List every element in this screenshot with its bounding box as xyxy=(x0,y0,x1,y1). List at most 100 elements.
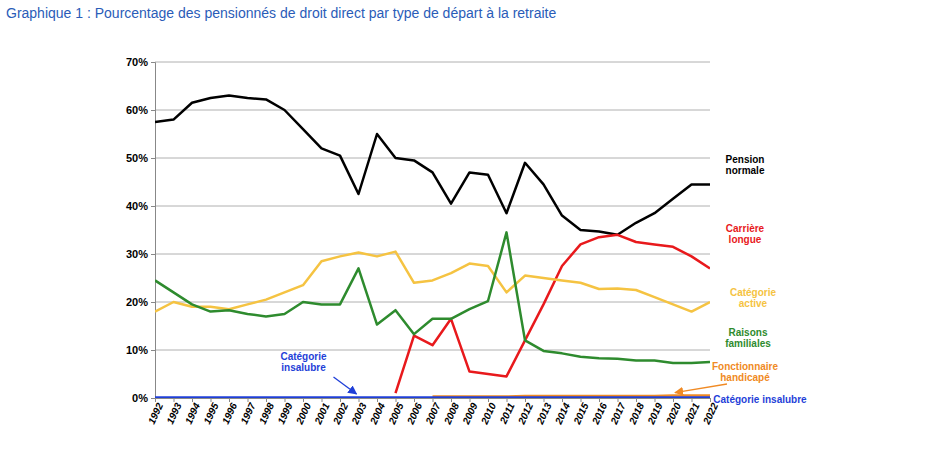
x-tick: 1999 xyxy=(275,398,295,426)
x-tick: 2010 xyxy=(478,398,498,427)
x-tick-label: 2007 xyxy=(423,401,443,427)
x-tick-label: 1995 xyxy=(201,401,221,426)
series-label: Fonctionnairehandicapé xyxy=(712,361,779,383)
y-tick-mark xyxy=(151,206,155,207)
x-tick-label: 2008 xyxy=(441,401,461,427)
series-line xyxy=(396,235,711,393)
y-tick-mark xyxy=(151,302,155,303)
series-line xyxy=(155,96,710,235)
x-tick-label: 1996 xyxy=(220,401,240,426)
x-tick-label: 2006 xyxy=(404,401,424,427)
x-tick: 2006 xyxy=(404,398,424,427)
y-tick-label: 20% xyxy=(126,296,148,308)
y-tick-label: 0% xyxy=(132,392,148,404)
series-label-line: Catégorie insalubre xyxy=(713,394,807,405)
x-tick-label: 2015 xyxy=(571,401,591,427)
y-axis-line xyxy=(151,63,156,399)
x-tick-label: 2003 xyxy=(349,401,369,427)
y-tick: 20% xyxy=(126,296,155,308)
x-tick: 1997 xyxy=(238,398,258,426)
grid-line xyxy=(155,110,710,111)
grid-line xyxy=(155,62,710,63)
x-tick-label: 1993 xyxy=(164,401,184,426)
x-tick: 2015 xyxy=(571,398,591,427)
grid-line xyxy=(155,302,710,303)
x-tick-label: 1997 xyxy=(238,401,258,426)
series-label-line: Pension xyxy=(726,154,765,165)
y-tick-mark xyxy=(151,350,155,351)
y-tick-label: 50% xyxy=(126,152,148,164)
annotations: Catégorieinsalubre xyxy=(280,351,356,394)
x-tick-label: 1992 xyxy=(146,401,166,426)
grid-line xyxy=(155,254,710,255)
x-tick: 2005 xyxy=(386,398,406,427)
x-tick-label: 2010 xyxy=(478,401,498,427)
y-tick: 0% xyxy=(132,392,155,404)
y-tick-mark xyxy=(151,254,155,255)
grid xyxy=(155,62,710,398)
x-tick: 2001 xyxy=(312,398,332,427)
x-tick: 2009 xyxy=(460,398,480,427)
x-tick: 1993 xyxy=(164,398,184,426)
y-tick-label: 40% xyxy=(126,200,148,212)
y-tick-label: 70% xyxy=(126,56,148,68)
series-label: Carrièrelongue xyxy=(726,223,765,245)
x-tick: 2004 xyxy=(367,398,387,427)
y-tick: 40% xyxy=(126,200,155,212)
series-label: Catégorie insalubre xyxy=(713,394,807,405)
series-label-line: Carrière xyxy=(726,223,765,234)
y-tick-mark xyxy=(151,398,155,399)
x-tick-label: 2020 xyxy=(663,401,683,427)
x-tick: 2007 xyxy=(423,398,443,427)
x-tick-label: 2000 xyxy=(293,401,313,427)
x-tick: 2020 xyxy=(663,398,683,427)
x-tick: 2002 xyxy=(330,398,350,427)
x-tick: 1992 xyxy=(146,398,166,426)
lines xyxy=(155,96,710,398)
x-tick: 1995 xyxy=(201,398,221,426)
x-tick-label: 2016 xyxy=(589,401,609,427)
x-tick-label: 2005 xyxy=(386,401,406,427)
x-tick: 2011 xyxy=(497,398,517,426)
x-tick-label: 1999 xyxy=(275,401,295,426)
y-tick-mark xyxy=(151,158,155,159)
x-tick-label: 2011 xyxy=(497,401,517,426)
x-tick: 2003 xyxy=(349,398,369,427)
x-tick-label: 2017 xyxy=(608,401,628,427)
x-tick: 1998 xyxy=(257,398,277,426)
x-tick-label: 1998 xyxy=(257,401,277,426)
x-axis: 1992199319941995199619971998199920002001… xyxy=(146,398,721,427)
x-tick-label: 2021 xyxy=(682,401,702,427)
x-tick: 2019 xyxy=(645,398,665,427)
series-label: Catégorieactive xyxy=(730,287,777,309)
annotation: Catégorieinsalubre xyxy=(280,351,327,373)
y-tick-mark xyxy=(151,110,155,111)
x-tick: 2018 xyxy=(626,398,646,427)
y-tick-label: 10% xyxy=(126,344,148,356)
grid-line xyxy=(155,206,710,207)
x-tick-label: 2009 xyxy=(460,401,480,427)
x-tick-label: 2014 xyxy=(552,401,572,427)
series-label-line: longue xyxy=(729,234,762,245)
y-axis: 0% 10% 20% 30% 40% 50% 60% 70% xyxy=(126,56,156,404)
x-tick-label: 2001 xyxy=(312,401,332,427)
series-line xyxy=(155,396,710,398)
series-label-line: Fonctionnaire xyxy=(712,361,779,372)
x-tick-label: 2018 xyxy=(626,401,646,427)
x-tick: 2008 xyxy=(441,398,461,427)
label-arrow xyxy=(675,384,727,393)
series-label-line: normale xyxy=(726,165,765,176)
y-tick-label: 60% xyxy=(126,104,148,116)
series-label-line: handicapé xyxy=(720,372,770,383)
y-tick: 30% xyxy=(126,248,155,260)
x-tick: 2012 xyxy=(515,398,535,427)
annotation-line: insalubre xyxy=(281,362,326,373)
x-tick-label: 2002 xyxy=(330,401,350,427)
y-tick-mark xyxy=(151,62,155,63)
title: Graphique 1 : Pourcentage des pensionnés… xyxy=(6,5,556,21)
annotation-line: Catégorie xyxy=(280,351,327,362)
x-tick: 2021 xyxy=(682,398,702,427)
x-tick: 1996 xyxy=(220,398,240,426)
series-label-line: Raisons xyxy=(729,327,768,338)
x-tick-label: 2012 xyxy=(515,401,535,427)
